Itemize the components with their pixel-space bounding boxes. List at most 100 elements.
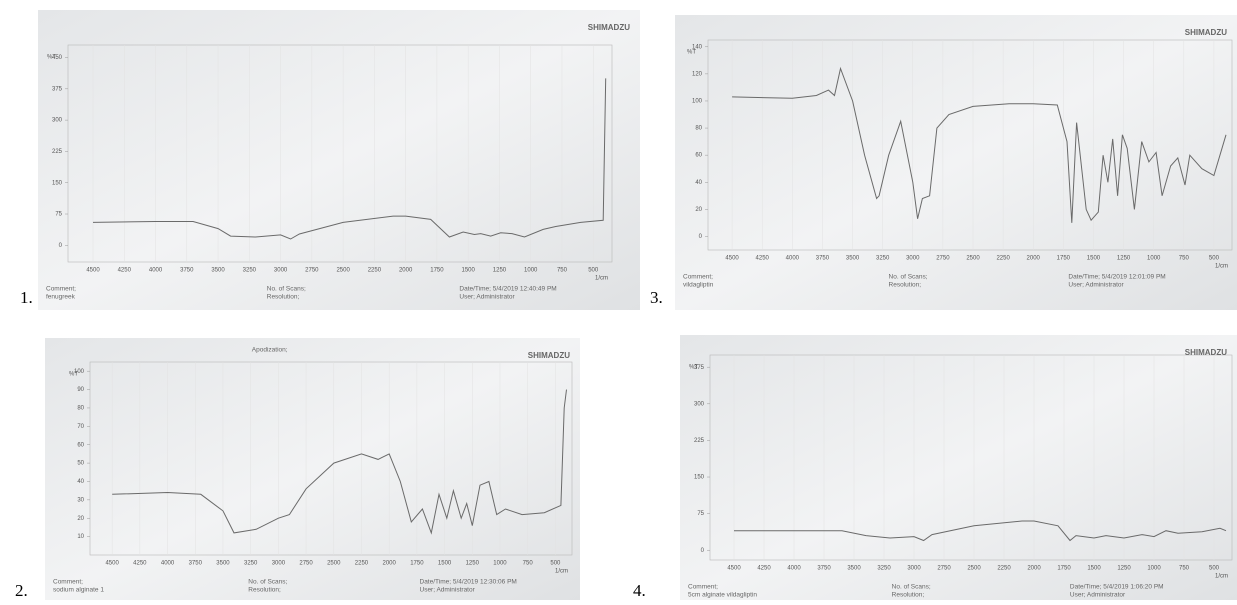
brand: SHIMADZU	[1185, 28, 1227, 37]
x-tick-label: 2250	[996, 256, 1010, 262]
x-tick-label: 4250	[133, 561, 147, 567]
scans: No. of Scans;	[267, 286, 306, 293]
y-tick-label: 300	[52, 118, 63, 124]
date-time: Date/Time; 5/4/2019 12:01:09 PM	[1068, 274, 1165, 281]
y-tick-label: 20	[695, 207, 702, 213]
x-tick-label: 2250	[355, 561, 369, 567]
x-tick-label: 500	[550, 561, 561, 567]
x-tick-label: 2750	[305, 268, 319, 274]
x-tick-label: 4000	[787, 566, 801, 572]
x-tick-label: 3000	[274, 268, 288, 274]
x-tick-label: 2000	[1027, 566, 1041, 572]
x-tick-label: 1750	[1057, 566, 1071, 572]
x-tick-label: 2250	[997, 566, 1011, 572]
scans: No. of Scans;	[889, 274, 928, 281]
x-tick-label: 2750	[936, 256, 950, 262]
x-tick-label: 4000	[149, 268, 163, 274]
x-axis-label: 1/cm	[595, 276, 608, 282]
y-tick-label: 80	[77, 406, 84, 412]
user: User; Administrator	[1068, 282, 1124, 289]
x-tick-label: 3750	[817, 566, 831, 572]
x-tick-label: 1750	[430, 268, 444, 274]
date-time: Date/Time; 5/4/2019 12:40:49 PM	[459, 286, 556, 293]
x-tick-label: 2250	[368, 268, 382, 274]
y-axis-label: %T	[47, 55, 56, 61]
y-tick-label: 20	[77, 516, 84, 522]
scan-background	[38, 10, 640, 310]
x-tick-label: 1000	[524, 268, 538, 274]
x-tick-label: 3000	[272, 561, 286, 567]
y-tick-label: 90	[77, 387, 84, 393]
chart-title: Apodization;	[252, 347, 288, 354]
comment: sodium alginate 1	[53, 587, 104, 594]
x-tick-label: 1500	[438, 561, 452, 567]
brand: SHIMADZU	[528, 351, 570, 360]
x-tick-label: 3500	[211, 268, 225, 274]
x-tick-label: 750	[1179, 566, 1190, 572]
x-tick-label: 3250	[244, 561, 258, 567]
comment: fenugreek	[46, 294, 76, 301]
x-tick-label: 1000	[1147, 256, 1161, 262]
resolution: Resolution;	[248, 587, 281, 594]
y-tick-label: 40	[695, 180, 702, 186]
panel-number: 1.	[20, 288, 33, 307]
x-tick-label: 1500	[1087, 566, 1101, 572]
x-tick-label: 1000	[1147, 566, 1161, 572]
y-tick-label: 300	[694, 401, 705, 407]
y-tick-label: 150	[694, 475, 705, 481]
scans: No. of Scans;	[248, 579, 287, 586]
x-tick-label: 3500	[847, 566, 861, 572]
y-tick-label: 120	[692, 71, 703, 77]
x-tick-label: 4000	[161, 561, 175, 567]
resolution: Resolution;	[889, 282, 922, 289]
x-tick-label: 500	[1209, 566, 1220, 572]
brand: SHIMADZU	[1185, 348, 1227, 357]
x-axis-label: 1/cm	[1215, 264, 1228, 270]
y-tick-label: 150	[52, 180, 63, 186]
x-tick-label: 4250	[118, 268, 132, 274]
comment-label: Comment;	[53, 579, 83, 586]
user: User; Administrator	[420, 587, 476, 594]
x-tick-label: 1000	[493, 561, 507, 567]
x-axis-label: 1/cm	[555, 569, 568, 575]
x-tick-label: 1750	[1057, 256, 1071, 262]
y-axis-label: %T	[689, 365, 698, 371]
x-tick-label: 4250	[757, 566, 771, 572]
y-axis-label: %T	[69, 372, 78, 378]
scans: No. of Scans;	[892, 584, 931, 591]
x-tick-label: 1250	[1117, 256, 1131, 262]
x-tick-label: 1500	[462, 268, 476, 274]
x-tick-label: 2000	[382, 561, 396, 567]
x-tick-label: 1250	[493, 268, 507, 274]
user: User; Administrator	[459, 294, 515, 301]
date-time: Date/Time; 5/4/2019 1:06:20 PM	[1070, 584, 1164, 591]
y-tick-label: 75	[697, 511, 704, 517]
resolution: Resolution;	[892, 592, 925, 599]
x-tick-label: 3250	[876, 256, 890, 262]
x-tick-label: 2000	[1027, 256, 1041, 262]
comment: 5cm alginate vildagliptin	[688, 592, 757, 599]
x-tick-label: 4250	[756, 256, 770, 262]
y-tick-label: 100	[692, 99, 703, 105]
x-tick-label: 1250	[1117, 566, 1131, 572]
x-tick-label: 2000	[399, 268, 413, 274]
x-tick-label: 750	[1179, 256, 1190, 262]
x-tick-label: 500	[1209, 256, 1220, 262]
y-tick-label: 50	[77, 461, 84, 467]
x-tick-label: 4500	[727, 566, 741, 572]
panel-number: 4.	[633, 581, 646, 600]
x-tick-label: 3750	[189, 561, 203, 567]
user: User; Administrator	[1070, 592, 1126, 599]
comment-label: Comment;	[688, 584, 718, 591]
y-tick-label: 60	[77, 442, 84, 448]
figure: 0751502253003754504500425040003750350032…	[0, 0, 1237, 605]
x-tick-label: 4500	[105, 561, 119, 567]
y-tick-label: 225	[694, 438, 705, 444]
panel-number: 2.	[15, 581, 28, 600]
y-tick-label: 60	[695, 153, 702, 159]
x-tick-label: 3500	[846, 256, 860, 262]
x-tick-label: 3000	[907, 566, 921, 572]
x-tick-label: 3000	[906, 256, 920, 262]
y-tick-label: 70	[77, 424, 84, 430]
x-tick-label: 1750	[410, 561, 424, 567]
